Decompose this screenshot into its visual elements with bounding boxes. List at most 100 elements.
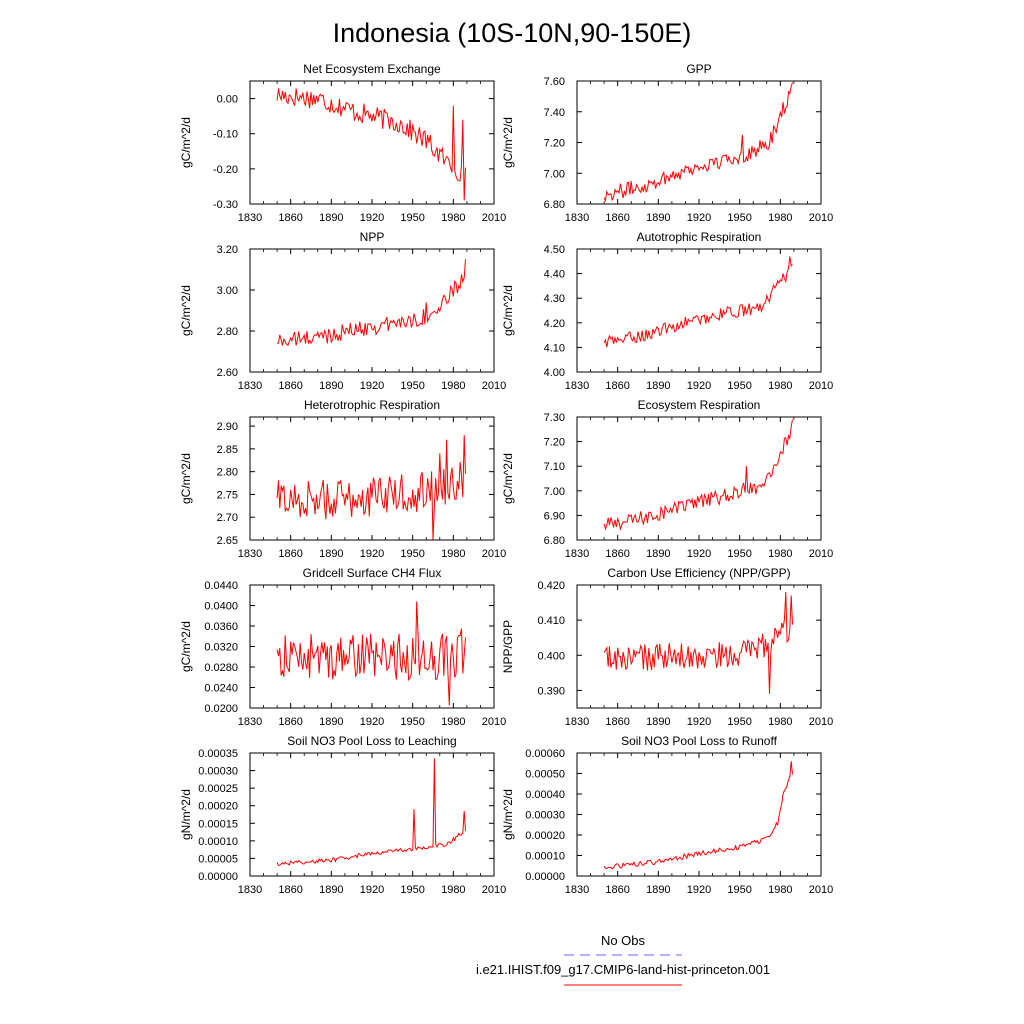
x-tick-label: 2010 bbox=[809, 212, 833, 224]
x-tick-label: 1980 bbox=[768, 380, 792, 392]
x-tick-label: 1890 bbox=[646, 716, 670, 728]
y-axis-label: NPP/GPP bbox=[501, 620, 515, 673]
series-line bbox=[603, 591, 793, 694]
y-tick-label: 0.0360 bbox=[204, 621, 238, 633]
series-line bbox=[276, 435, 466, 541]
y-tick-label: 0.00040 bbox=[525, 789, 565, 801]
x-tick-label: 1860 bbox=[278, 380, 302, 392]
x-tick-label: 1980 bbox=[441, 716, 465, 728]
x-tick-label: 1860 bbox=[605, 884, 629, 896]
y-tick-label: 7.60 bbox=[544, 76, 565, 88]
y-tick-label: 4.20 bbox=[544, 318, 565, 330]
figure-title: Indonesia (10S-10N,90-150E) bbox=[333, 18, 692, 48]
y-tick-label: 6.90 bbox=[544, 510, 565, 522]
x-tick-label: 1920 bbox=[687, 884, 711, 896]
plot-frame bbox=[249, 416, 495, 541]
x-tick-label: 1950 bbox=[727, 212, 751, 224]
y-tick-label: 2.80 bbox=[217, 467, 238, 479]
y-tick-label: 7.00 bbox=[544, 486, 565, 498]
series-line bbox=[603, 256, 793, 348]
x-tick-label: 1950 bbox=[727, 716, 751, 728]
series-line bbox=[276, 758, 466, 866]
x-tick-label: 1950 bbox=[400, 884, 424, 896]
y-axis-label: gC/m^2/d bbox=[179, 285, 193, 336]
y-tick-label: 4.10 bbox=[544, 342, 565, 354]
legend: No Obs i.e21.IHIST.f09_g17.CMIP6-land-hi… bbox=[476, 933, 770, 986]
x-tick-label: 1950 bbox=[400, 548, 424, 560]
x-tick-label: 1890 bbox=[319, 212, 343, 224]
x-tick-label: 1860 bbox=[605, 212, 629, 224]
x-tick-label: 1830 bbox=[238, 212, 262, 224]
y-tick-label: 6.80 bbox=[544, 199, 565, 211]
y-axis-label: gC/m^2/d bbox=[179, 117, 193, 168]
y-tick-label: 0.00020 bbox=[198, 801, 238, 813]
x-tick-label: 1890 bbox=[319, 716, 343, 728]
x-tick-label: 2010 bbox=[809, 548, 833, 560]
y-tick-label: 4.40 bbox=[544, 269, 565, 281]
plot-frame bbox=[576, 416, 822, 541]
y-tick-label: 7.20 bbox=[544, 437, 565, 449]
y-axis-label: gN/m^2/d bbox=[501, 789, 515, 840]
y-axis-label: gC/m^2/d bbox=[179, 453, 193, 504]
x-tick-label: 1920 bbox=[360, 380, 384, 392]
y-tick-label: 0.0280 bbox=[204, 662, 238, 674]
y-tick-label: 0.00000 bbox=[525, 871, 565, 883]
x-tick-label: 1950 bbox=[400, 380, 424, 392]
y-tick-label: -0.20 bbox=[213, 164, 238, 176]
x-tick-label: 2010 bbox=[482, 548, 506, 560]
panel-title: Autotrophic Respiration bbox=[637, 230, 762, 244]
panel-title: Soil NO3 Pool Loss to Runoff bbox=[621, 734, 778, 748]
x-tick-label: 1920 bbox=[687, 716, 711, 728]
x-tick-label: 1890 bbox=[319, 548, 343, 560]
y-tick-label: 0.00 bbox=[217, 94, 238, 106]
panel-title: Heterotrophic Respiration bbox=[304, 398, 440, 412]
y-tick-label: 0.390 bbox=[537, 685, 565, 697]
y-tick-label: 4.30 bbox=[544, 293, 565, 305]
x-tick-label: 2010 bbox=[809, 716, 833, 728]
y-tick-label: 2.80 bbox=[217, 326, 238, 338]
panel-title: Gridcell Surface CH4 Flux bbox=[303, 566, 442, 580]
chart-panel: 1830 1860 1890 1920 1950 1980 2010 6.80 7.00 7.20… bbox=[501, 62, 833, 224]
x-tick-label: 1830 bbox=[565, 884, 589, 896]
x-tick-label: 1890 bbox=[319, 884, 343, 896]
y-tick-label: 0.410 bbox=[537, 615, 565, 627]
x-tick-label: 1950 bbox=[400, 212, 424, 224]
x-tick-label: 1830 bbox=[238, 716, 262, 728]
chart-panel: 1830 1860 1890 1920 1950 1980 2010 2.65 2.70 2.75… bbox=[179, 398, 506, 560]
series-line bbox=[603, 761, 793, 870]
x-tick-label: 2010 bbox=[482, 716, 506, 728]
plot-frame bbox=[249, 248, 495, 373]
x-tick-label: 1980 bbox=[441, 884, 465, 896]
y-tick-label: -0.30 bbox=[213, 199, 238, 211]
x-tick-label: 1980 bbox=[441, 212, 465, 224]
panel-title: NPP bbox=[360, 230, 385, 244]
y-tick-label: 0.00025 bbox=[198, 783, 238, 795]
x-tick-label: 1890 bbox=[646, 548, 670, 560]
x-tick-label: 1980 bbox=[441, 548, 465, 560]
y-axis-label: gN/m^2/d bbox=[179, 789, 193, 840]
y-tick-label: 0.0320 bbox=[204, 642, 238, 654]
x-tick-label: 1890 bbox=[646, 212, 670, 224]
panel-grid: 1830 1860 1890 1920 1950 1980 2010 0.00 -0.10 -0.… bbox=[179, 62, 833, 896]
y-tick-label: 0.00010 bbox=[198, 836, 238, 848]
y-axis-label: gC/m^2/d bbox=[501, 453, 515, 504]
x-tick-label: 1860 bbox=[278, 212, 302, 224]
x-tick-label: 1830 bbox=[565, 716, 589, 728]
x-tick-label: 1890 bbox=[646, 884, 670, 896]
x-tick-label: 2010 bbox=[482, 380, 506, 392]
x-tick-label: 1950 bbox=[727, 884, 751, 896]
y-tick-label: 0.400 bbox=[537, 650, 565, 662]
series-line bbox=[603, 419, 793, 532]
y-tick-label: 0.00000 bbox=[198, 871, 238, 883]
x-tick-label: 1980 bbox=[441, 380, 465, 392]
y-tick-label: 4.00 bbox=[544, 367, 565, 379]
x-tick-label: 1890 bbox=[319, 380, 343, 392]
x-tick-label: 1830 bbox=[238, 380, 262, 392]
x-tick-label: 1890 bbox=[646, 380, 670, 392]
y-tick-label: 0.00015 bbox=[198, 818, 238, 830]
y-tick-label: 0.00050 bbox=[525, 769, 565, 781]
series-line bbox=[276, 601, 466, 706]
y-tick-label: 0.00005 bbox=[198, 853, 238, 865]
x-tick-label: 1920 bbox=[360, 716, 384, 728]
x-tick-label: 2010 bbox=[809, 884, 833, 896]
